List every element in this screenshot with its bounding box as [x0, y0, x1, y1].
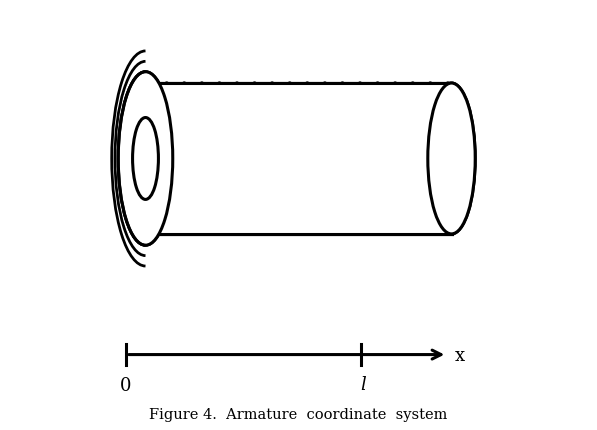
- Text: l: l: [360, 375, 366, 393]
- Text: 0: 0: [121, 376, 132, 394]
- Ellipse shape: [133, 118, 158, 200]
- Ellipse shape: [133, 118, 158, 200]
- Bar: [146, 84, 451, 234]
- Text: x: x: [455, 346, 465, 364]
- Ellipse shape: [428, 84, 475, 234]
- Bar: [146, 84, 451, 234]
- Text: Figure 4.  Armature  coordinate  system: Figure 4. Armature coordinate system: [149, 408, 448, 421]
- Ellipse shape: [118, 73, 173, 246]
- Ellipse shape: [428, 84, 475, 234]
- Ellipse shape: [118, 73, 173, 246]
- Bar: [146, 84, 451, 234]
